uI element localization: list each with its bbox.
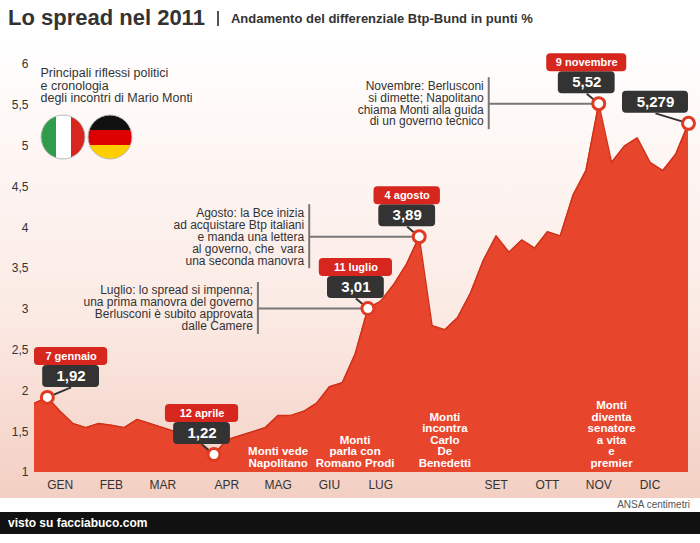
svg-text:SET: SET — [484, 478, 508, 492]
svg-text:4,5: 4,5 — [12, 180, 29, 194]
svg-text:Agosto: la Bce iniziaad acquis: Agosto: la Bce iniziaad acquistare Btp i… — [173, 206, 304, 268]
svg-text:12 aprile: 12 aprile — [180, 407, 225, 419]
svg-text:2: 2 — [22, 384, 29, 398]
svg-text:1: 1 — [22, 465, 29, 479]
svg-text:MontiincontraCarloDeBenedetti: MontiincontraCarloDeBenedetti — [419, 411, 471, 469]
svg-text:3,5: 3,5 — [12, 261, 29, 275]
svg-text:3,01: 3,01 — [341, 278, 370, 295]
svg-text:5,5: 5,5 — [12, 98, 29, 112]
svg-text:NOV: NOV — [586, 478, 612, 492]
svg-text:Monti vedeNapolitano: Monti vedeNapolitano — [248, 445, 308, 469]
svg-text:DIC: DIC — [640, 478, 661, 492]
html-text:Andamento del differenziale Bt: Andamento del differenziale Btp-Bund in … — [230, 10, 533, 26]
svg-text:3: 3 — [22, 302, 29, 316]
svg-text:Montiparla conRomano Prodi: Montiparla conRomano Prodi — [316, 434, 395, 469]
svg-text:1,22: 1,22 — [187, 424, 216, 441]
svg-text:Luglio: lo spread si impenna;u: Luglio: lo spread si impenna;una prima m… — [83, 283, 253, 333]
svg-text:GIU: GIU — [319, 478, 340, 492]
svg-text:APR: APR — [215, 478, 240, 492]
svg-text:MAR: MAR — [149, 478, 176, 492]
svg-text:6: 6 — [22, 57, 29, 71]
svg-text:LUG: LUG — [368, 478, 393, 492]
html-text:visto su facciabuco.com: visto su facciabuco.com — [8, 516, 148, 530]
svg-text:7 gennaio: 7 gennaio — [45, 350, 97, 362]
svg-text:9 novembre: 9 novembre — [556, 56, 618, 68]
svg-text:5,52: 5,52 — [572, 73, 601, 90]
svg-text:1,92: 1,92 — [56, 367, 85, 384]
svg-text:11 luglio: 11 luglio — [334, 261, 378, 273]
svg-text:1,5: 1,5 — [12, 425, 29, 439]
svg-text:FEB: FEB — [100, 478, 123, 492]
svg-text:Novembre: Berlusconisi dimette: Novembre: Berlusconisi dimette; Napolita… — [358, 79, 484, 129]
svg-text:Principali riflessi politicie: Principali riflessi politicie cronologia… — [41, 66, 193, 105]
svg-text:Montidiventasenatorea vitaepre: Montidiventasenatorea vitaepremier — [588, 399, 636, 469]
svg-text:4 agosto: 4 agosto — [385, 189, 431, 201]
svg-text:5,279: 5,279 — [637, 93, 675, 110]
svg-text:GEN: GEN — [47, 478, 73, 492]
html-text:Lo spread nel 2011: Lo spread nel 2011 — [8, 5, 205, 30]
svg-text:3,89: 3,89 — [393, 206, 422, 223]
svg-text:5: 5 — [22, 139, 29, 153]
svg-text:4: 4 — [22, 221, 29, 235]
html-text:ANSA centimetri: ANSA centimetri — [617, 499, 690, 510]
svg-text:MAG: MAG — [264, 478, 291, 492]
svg-text:OTT: OTT — [535, 478, 560, 492]
svg-text:2,5: 2,5 — [12, 343, 29, 357]
